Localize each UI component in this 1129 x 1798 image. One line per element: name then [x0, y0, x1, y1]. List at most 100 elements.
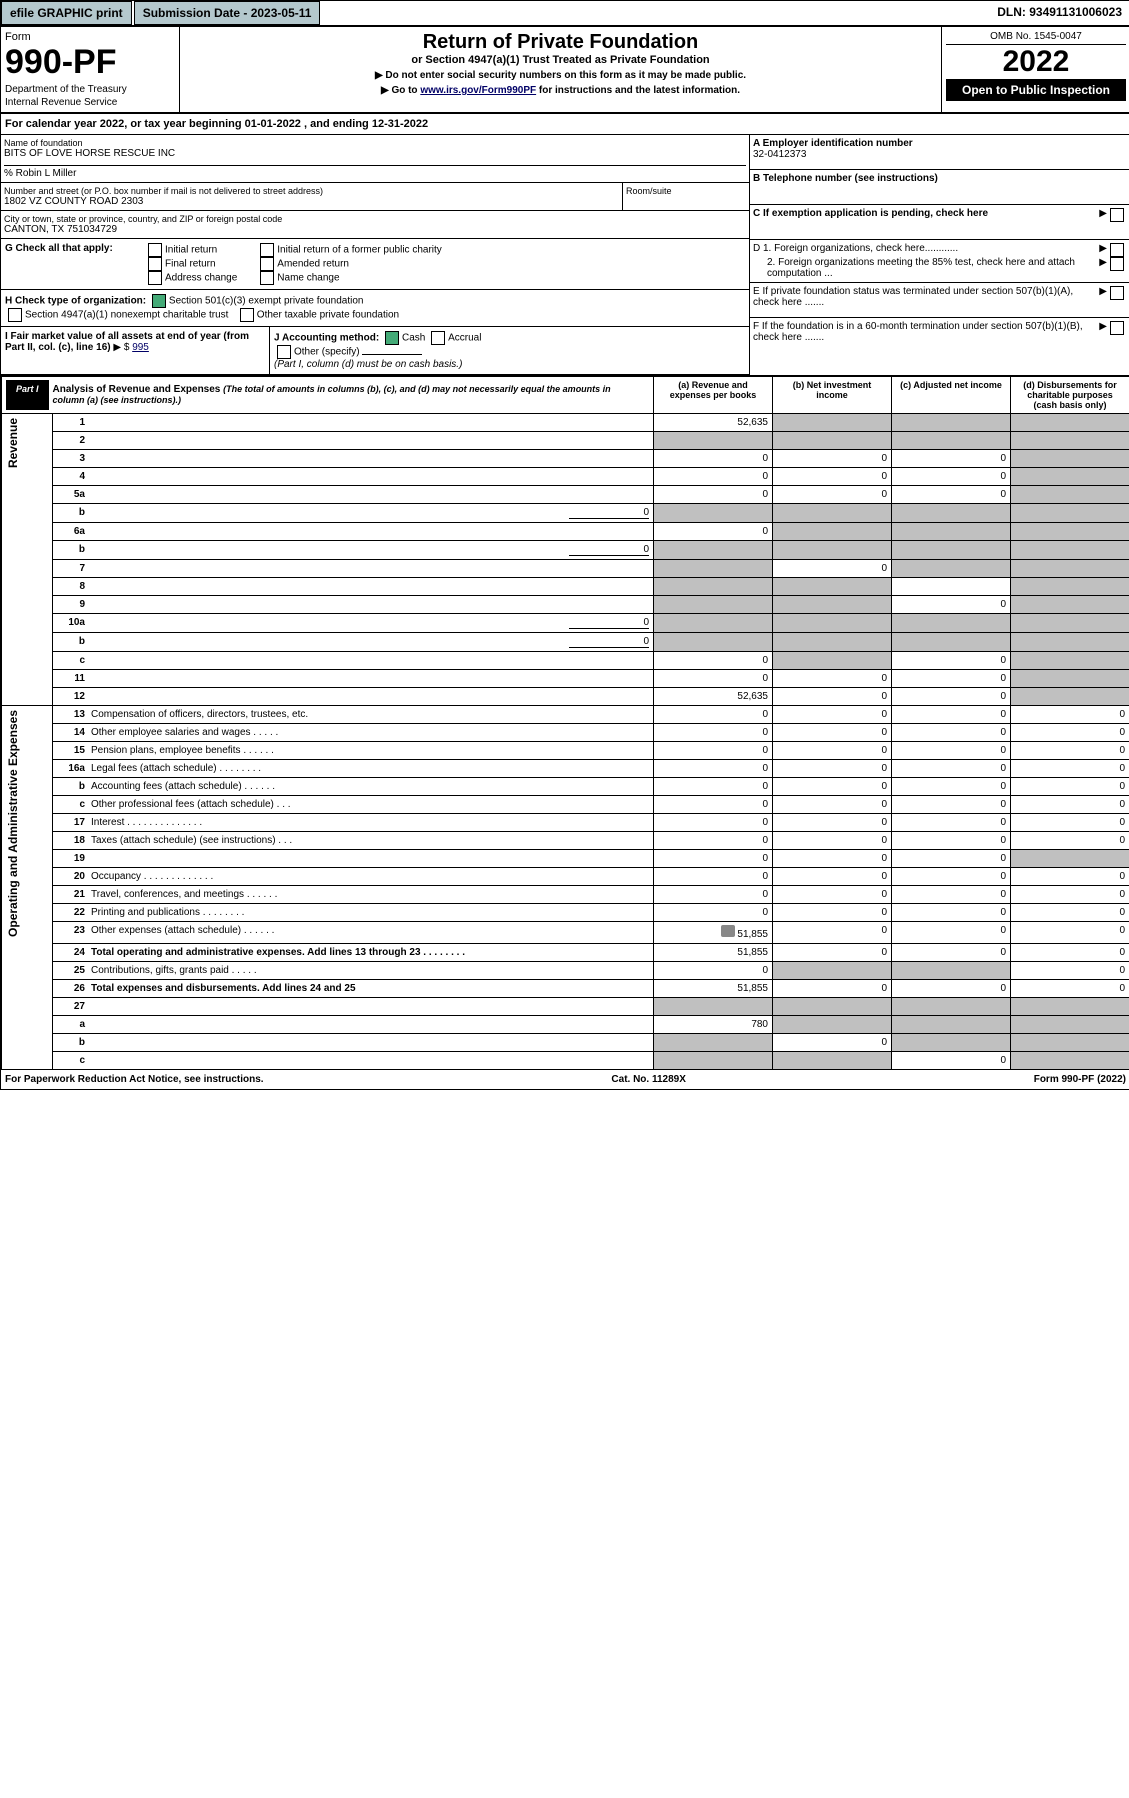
table-row: 19000 [2, 850, 1129, 868]
dept-treasury: Department of the Treasury [5, 84, 175, 95]
city-label: City or town, state or province, country… [4, 214, 746, 224]
table-row: 24Total operating and administrative exp… [2, 944, 1129, 962]
chk-initial-return[interactable] [148, 243, 162, 257]
chk-other-taxable[interactable] [240, 308, 254, 322]
c-label: C If exemption application is pending, c… [753, 208, 1095, 236]
table-row: 17Interest . . . . . . . . . . . . . .00… [2, 814, 1129, 832]
table-row: 14Other employee salaries and wages . . … [2, 724, 1129, 742]
table-row: 90 [2, 596, 1129, 614]
phone-label: B Telephone number (see instructions) [753, 173, 1127, 184]
page-footer: For Paperwork Reduction Act Notice, see … [1, 1070, 1129, 1089]
table-row: 15Pension plans, employee benefits . . .… [2, 742, 1129, 760]
col-c-header: (c) Adjusted net income [892, 377, 1011, 414]
table-row: 6a0 [2, 523, 1129, 541]
table-row: 23Other expenses (attach schedule) . . .… [2, 922, 1129, 944]
e-label: E If private foundation status was termi… [753, 286, 1095, 314]
omb-number: OMB No. 1545-0047 [946, 31, 1126, 45]
ein-value: 32-0412373 [753, 149, 1127, 160]
chk-address-change[interactable] [148, 271, 162, 285]
form-label: Form [5, 31, 175, 43]
chk-cash[interactable] [385, 331, 399, 345]
chk-initial-former[interactable] [260, 243, 274, 257]
col-d-header: (d) Disbursements for charitable purpose… [1011, 377, 1129, 414]
irs-link[interactable]: www.irs.gov/Form990PF [420, 85, 536, 96]
table-row: b 0 [2, 541, 1129, 560]
catalog-number: Cat. No. 11289X [611, 1074, 685, 1085]
form-title: Return of Private Foundation [184, 31, 937, 54]
form-ref: Form 990-PF (2022) [1034, 1074, 1126, 1085]
paperwork-notice: For Paperwork Reduction Act Notice, see … [5, 1074, 264, 1085]
part-i-label: Part I [6, 380, 49, 410]
part-i-title: Analysis of Revenue and Expenses [53, 384, 221, 395]
form-subtitle: or Section 4947(a)(1) Trust Treated as P… [184, 54, 937, 66]
table-row: 25Contributions, gifts, grants paid . . … [2, 962, 1129, 980]
table-row: 11000 [2, 670, 1129, 688]
arrow-icon: ▶ [1099, 208, 1107, 236]
chk-amended[interactable] [260, 257, 274, 271]
table-row: Operating and Administrative Expenses13C… [2, 706, 1129, 724]
table-row: 18Taxes (attach schedule) (see instructi… [2, 832, 1129, 850]
info-block: Name of foundation BITS OF LOVE HORSE RE… [1, 135, 1129, 376]
expenses-section-label: Operating and Administrative Expenses [2, 706, 24, 941]
chk-f[interactable] [1110, 321, 1124, 335]
room-label: Room/suite [626, 186, 746, 196]
table-row: a780 [2, 1016, 1129, 1034]
form-990pf: efile GRAPHIC print Submission Date - 20… [0, 0, 1129, 1090]
form-number: 990-PF [5, 43, 175, 82]
table-row: c00 [2, 652, 1129, 670]
f-label: F If the foundation is in a 60-month ter… [753, 321, 1095, 349]
topbar: efile GRAPHIC print Submission Date - 20… [1, 1, 1129, 27]
chk-501c3[interactable] [152, 294, 166, 308]
table-row: 70 [2, 560, 1129, 578]
dln: DLN: 93491131006023 [989, 1, 1129, 25]
chk-4947[interactable] [8, 308, 22, 322]
street-address: 1802 VZ COUNTY ROAD 2303 [4, 196, 619, 207]
line-i: I Fair market value of all assets at end… [1, 327, 270, 374]
care-of: % Robin L Miller [4, 165, 746, 179]
chk-d2[interactable] [1110, 257, 1124, 271]
efile-print-button[interactable]: efile GRAPHIC print [1, 1, 132, 25]
table-row: cOther professional fees (attach schedul… [2, 796, 1129, 814]
revenue-section-label: Revenue [2, 414, 24, 472]
chk-accrual[interactable] [431, 331, 445, 345]
chk-final-return[interactable] [148, 257, 162, 271]
table-row: 1252,63500 [2, 688, 1129, 706]
open-public: Open to Public Inspection [946, 79, 1126, 101]
chk-c[interactable] [1110, 208, 1124, 222]
table-row: Revenue152,635 [2, 414, 1129, 432]
fmv-link[interactable]: 995 [132, 342, 149, 353]
chk-other-method[interactable] [277, 345, 291, 359]
table-row: 16aLegal fees (attach schedule) . . . . … [2, 760, 1129, 778]
table-row: b 0 [2, 504, 1129, 523]
name-label: Name of foundation [4, 138, 746, 148]
part-i-table: Part I Analysis of Revenue and Expenses … [1, 376, 1129, 1070]
city-state-zip: CANTON, TX 751034729 [4, 224, 746, 235]
chk-d1[interactable] [1110, 243, 1124, 257]
table-row: 22Printing and publications . . . . . . … [2, 904, 1129, 922]
table-row: bAccounting fees (attach schedule) . . .… [2, 778, 1129, 796]
chk-name-change[interactable] [260, 271, 274, 285]
table-row: c0 [2, 1052, 1129, 1070]
col-b-header: (b) Net investment income [773, 377, 892, 414]
d1-label: D 1. Foreign organizations, check here..… [753, 243, 1095, 257]
note-ssn: ▶ Do not enter social security numbers o… [184, 70, 937, 81]
chk-e[interactable] [1110, 286, 1124, 300]
table-row: 21Travel, conferences, and meetings . . … [2, 886, 1129, 904]
submission-date: Submission Date - 2023-05-11 [134, 1, 321, 25]
attachment-icon[interactable] [721, 925, 735, 937]
note-goto: ▶ Go to www.irs.gov/Form990PF for instru… [184, 85, 937, 96]
table-row: 20Occupancy . . . . . . . . . . . . .000… [2, 868, 1129, 886]
table-row: b 0 [2, 633, 1129, 652]
d2-label: 2. Foreign organizations meeting the 85%… [753, 257, 1095, 279]
addr-label: Number and street (or P.O. box number if… [4, 186, 619, 196]
table-row: 8 [2, 578, 1129, 596]
table-row: 2 [2, 432, 1129, 450]
table-row: 4000 [2, 468, 1129, 486]
form-header: Form 990-PF Department of the Treasury I… [1, 27, 1129, 114]
table-row: b0 [2, 1034, 1129, 1052]
table-row: 10a 0 [2, 614, 1129, 633]
table-row: 26Total expenses and disbursements. Add … [2, 980, 1129, 998]
table-row: 27 [2, 998, 1129, 1016]
tax-year: 2022 [946, 45, 1126, 79]
col-a-header: (a) Revenue and expenses per books [654, 377, 773, 414]
